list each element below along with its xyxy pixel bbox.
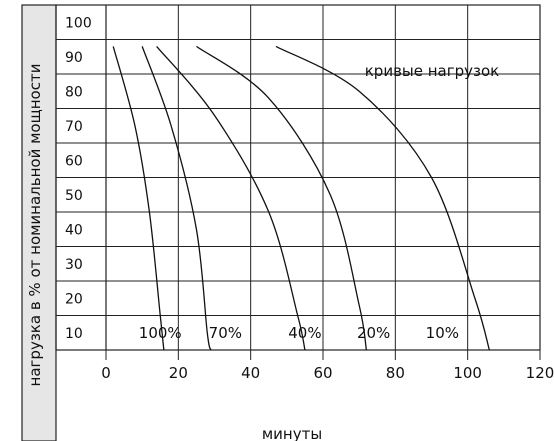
x-tick-label: 40: [241, 364, 260, 382]
x-tick-label: 80: [386, 364, 405, 382]
y-tick-label: 40: [65, 222, 83, 238]
x-tick-label: 120: [526, 364, 554, 382]
y-tick-label: 30: [65, 257, 83, 273]
load-curve-3: [156, 45, 306, 351]
x-tick-labels: 0 20 40 60 80 100 120: [101, 364, 554, 382]
curve-label: 40%: [288, 324, 321, 342]
x-axis-label: минуты: [262, 425, 322, 441]
y-tick-label: 60: [65, 153, 83, 169]
y-tick-labels: 10 20 30 40 50 60 70 80 90 100: [65, 15, 92, 342]
curve-label: 70%: [209, 324, 242, 342]
y-tick-label: 20: [65, 291, 83, 307]
x-tick-label: 100: [453, 364, 482, 382]
load-curve-5: [275, 45, 490, 351]
load-curves: [112, 45, 490, 351]
x-tick-label: 20: [169, 364, 188, 382]
y-axis-label: нагрузка в % от номинальной мощности: [26, 64, 44, 387]
curve-label: 100%: [139, 324, 182, 342]
x-tick-label: 60: [313, 364, 332, 382]
load-curve-4: [196, 45, 368, 351]
curve-label: 10%: [426, 324, 459, 342]
y-tick-label: 50: [65, 188, 83, 204]
curve-labels: 100% 70% 40% 20% 10%: [139, 324, 459, 342]
y-tick-label: 90: [65, 50, 83, 66]
load-curve-2: [141, 46, 212, 351]
x-tick-label: 0: [101, 364, 111, 382]
curve-label: 20%: [357, 324, 390, 342]
chart-grid: [56, 5, 541, 360]
y-label-band: [21, 4, 57, 441]
y-tick-label: 100: [65, 15, 92, 31]
y-tick-label: 10: [65, 326, 83, 342]
load-curve-1: [112, 46, 165, 351]
y-tick-label: 80: [65, 84, 83, 100]
annotation: кривые нагрузок: [365, 62, 500, 80]
y-tick-label: 70: [65, 119, 83, 135]
